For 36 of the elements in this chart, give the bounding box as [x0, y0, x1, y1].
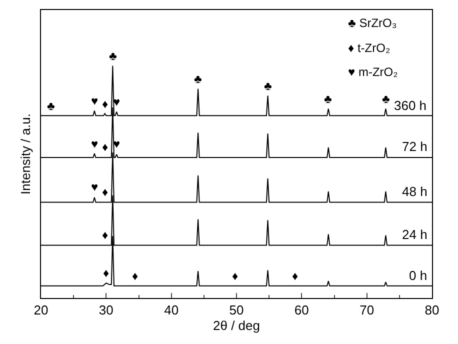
- series-label: 24 h: [402, 227, 428, 242]
- annotation: ♣: [194, 72, 202, 86]
- annotation: ♣: [382, 92, 390, 106]
- annotation: ♥ m-ZrO₂: [348, 65, 398, 79]
- annotation: ♣: [264, 79, 272, 93]
- annotation: ♦: [232, 269, 238, 283]
- x-tick-label: 40: [164, 302, 179, 318]
- annotation: ♣: [109, 49, 117, 63]
- series-label: 0 h: [409, 268, 428, 283]
- annotation: ♦: [102, 140, 108, 154]
- series-label: 48 h: [402, 184, 428, 199]
- annotation: ♦: [103, 266, 110, 280]
- x-tick-label: 70: [360, 302, 374, 318]
- annotation: ♦: [102, 97, 108, 111]
- x-tick-label: 20: [34, 302, 48, 318]
- annotation: ♦: [102, 228, 108, 242]
- annotation: ♥: [91, 137, 98, 151]
- annotation: ♥: [113, 137, 120, 151]
- annotation: ♥: [113, 95, 120, 109]
- x-axis-title: 2θ / deg: [213, 318, 260, 334]
- annotation: ♦: [292, 269, 298, 283]
- x-tick-label: 60: [294, 302, 309, 318]
- annotation: ♦: [132, 269, 138, 283]
- x-tick-label: 80: [424, 302, 440, 318]
- annotation: ♥: [91, 180, 98, 194]
- series-label: 360 h: [394, 98, 427, 113]
- y-axis-title: Intensity / a.u.: [18, 114, 33, 194]
- text: ♣ SrZrO₃: [348, 16, 397, 30]
- series-label: 72 h: [402, 139, 428, 154]
- annotation: ♣: [324, 92, 332, 106]
- annotation: ♦: [102, 185, 108, 199]
- x-tick-label: 50: [229, 302, 244, 318]
- annotation: ♣: [47, 99, 55, 113]
- annotation: ♥: [91, 94, 98, 108]
- x-tick-label: 30: [98, 302, 114, 318]
- text: ♦ t-ZrO₂: [348, 41, 390, 55]
